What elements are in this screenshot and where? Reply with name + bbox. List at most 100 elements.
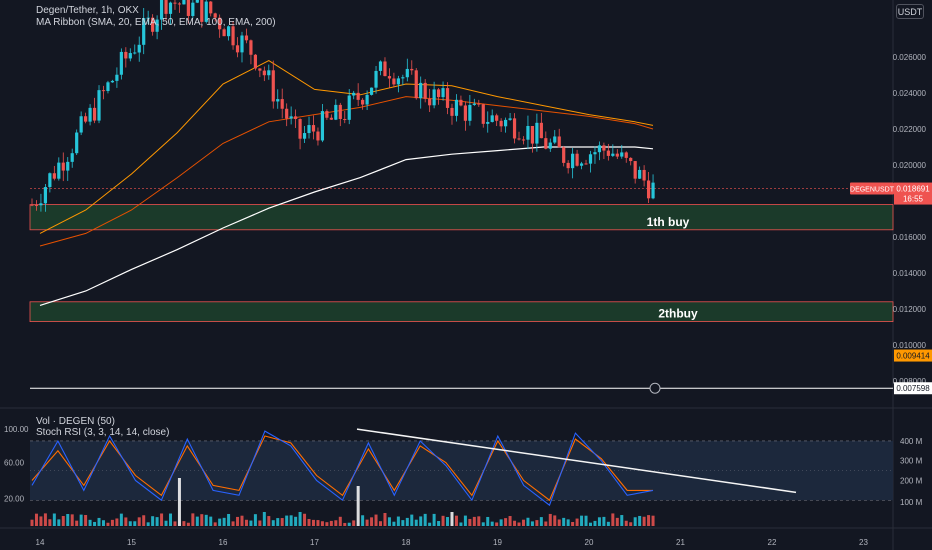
candle-body xyxy=(414,70,418,99)
volume-bar xyxy=(459,522,463,526)
volume-bar xyxy=(39,516,43,526)
volume-bar xyxy=(57,519,61,526)
candle-body xyxy=(343,118,347,120)
volume-bar xyxy=(361,515,365,526)
stoch-d-line xyxy=(31,435,653,502)
candle-body xyxy=(101,90,106,92)
volume-bar xyxy=(249,520,253,526)
volume-bar xyxy=(454,515,458,526)
volume-bar xyxy=(526,517,530,526)
time-tick-label: 18 xyxy=(402,538,411,547)
volume-bar xyxy=(571,521,575,526)
candle-body xyxy=(428,98,432,106)
candle-body xyxy=(115,74,119,81)
candle-body xyxy=(481,104,485,124)
volume-bar xyxy=(575,518,579,526)
volume-bar xyxy=(110,519,114,526)
stoch-left-tick: 60.00 xyxy=(4,459,25,468)
volume-bar xyxy=(490,521,494,526)
candle-body xyxy=(294,116,298,120)
volume-bar xyxy=(294,516,298,526)
candle-body xyxy=(222,29,226,37)
volume-bar xyxy=(428,522,432,526)
candle-body xyxy=(347,95,351,120)
candle-body xyxy=(240,35,244,53)
price-tick-label: 0.026000 xyxy=(893,53,927,62)
candle-body xyxy=(133,52,137,54)
time-tick-label: 17 xyxy=(310,538,319,547)
volume-bar xyxy=(151,516,155,526)
volume-bar xyxy=(468,518,472,526)
candle-body xyxy=(651,182,655,199)
candle-body xyxy=(624,152,628,158)
current-price-text: 0.018691 xyxy=(896,185,930,194)
volume-bar xyxy=(410,514,414,526)
ma-ribbon-label: MA Ribbon (SMA, 20, EMA, 50, EMA, 100, E… xyxy=(36,17,276,28)
candle-body xyxy=(142,18,146,45)
candle-body xyxy=(611,153,615,156)
candle-body xyxy=(66,161,70,171)
candle-body xyxy=(504,119,508,127)
alert-icon xyxy=(649,382,661,394)
volume-bar xyxy=(495,522,499,526)
volume-bar xyxy=(392,521,396,526)
candle-body xyxy=(450,107,454,116)
time-tick-label: 20 xyxy=(585,538,594,547)
candle-body xyxy=(307,125,311,134)
candle-body xyxy=(419,82,423,99)
candle-body xyxy=(231,26,235,46)
candle-body xyxy=(579,163,584,166)
volume-bar xyxy=(253,514,257,526)
candle-body xyxy=(468,104,472,121)
candle-body xyxy=(369,87,374,95)
volume-bar xyxy=(209,516,213,526)
candle-body xyxy=(423,82,427,99)
currency-button[interactable]: USDT xyxy=(896,4,924,19)
ma-line-ema-200 xyxy=(39,146,654,306)
candle-body xyxy=(436,89,441,98)
candle-body xyxy=(646,180,651,199)
buy-zone-label-2: 2thbuy xyxy=(658,307,698,321)
candle-body xyxy=(593,152,597,155)
volume-bar xyxy=(160,513,164,526)
volume-bar xyxy=(307,518,311,526)
candle-body xyxy=(571,153,575,169)
volume-bar xyxy=(289,515,293,526)
volume-bar xyxy=(379,521,383,526)
candle-body xyxy=(490,115,494,122)
volume-bar xyxy=(320,521,324,526)
volume-bar xyxy=(191,513,195,526)
buy-zone-2 xyxy=(29,301,894,322)
volume-bar xyxy=(52,513,56,526)
candle-body xyxy=(191,2,195,16)
volume-bar xyxy=(258,520,262,526)
candle-body xyxy=(226,26,231,37)
candle-body xyxy=(177,3,182,5)
candle-body xyxy=(119,51,123,75)
candles-group xyxy=(30,0,655,212)
orange-price-badge xyxy=(894,349,932,362)
candle-body xyxy=(258,68,262,71)
candle-body xyxy=(352,92,356,96)
volume-bar xyxy=(133,521,137,526)
volume-bar xyxy=(562,517,566,526)
volume-bar xyxy=(338,516,342,526)
candle-body xyxy=(477,103,481,105)
candle-body xyxy=(495,115,499,121)
price-tick-label: 0.014000 xyxy=(893,269,927,278)
volume-bar xyxy=(548,513,552,526)
volume-right-tick: 300 M xyxy=(900,457,923,466)
stoch-label: Stoch RSI (3, 3, 14, 14, close) xyxy=(36,427,170,438)
volume-bar xyxy=(200,514,204,526)
candle-body xyxy=(249,40,253,55)
volume-right-tick: 100 M xyxy=(900,498,923,507)
volume-bar xyxy=(647,515,651,526)
candle-body xyxy=(110,80,115,83)
volume-bar xyxy=(43,513,47,526)
candle-body xyxy=(128,53,132,59)
volume-bar xyxy=(280,518,284,526)
candle-body xyxy=(285,108,289,119)
volume-bar xyxy=(651,515,655,526)
volume-bar xyxy=(539,517,543,526)
